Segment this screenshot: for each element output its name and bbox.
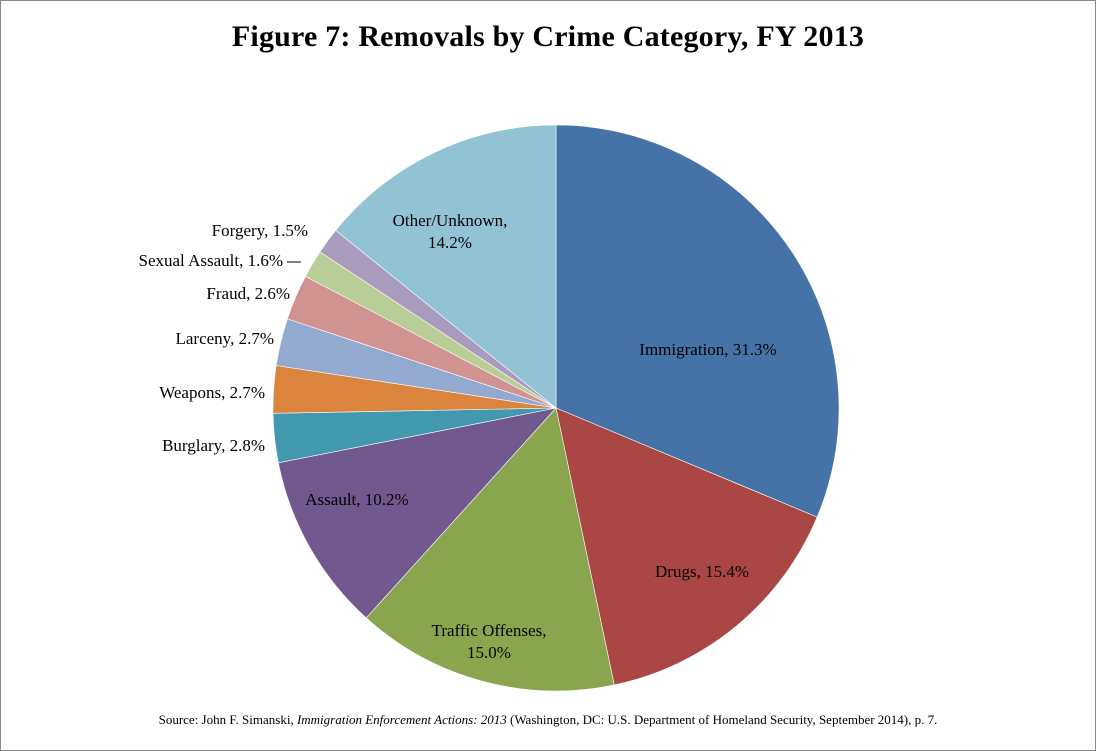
- chart-title: Figure 7: Removals by Crime Category, FY…: [231, 20, 865, 53]
- pie-slice-drugs: [555, 407, 818, 686]
- data-label-assault: Assault, 10.2%: [305, 490, 408, 509]
- source-prefix: Source: John F. Simanski,: [158, 712, 294, 727]
- data-label-sexual-assault: Sexual Assault, 1.6%: [139, 251, 284, 270]
- pie-slice-traffic-offenses: [365, 407, 615, 692]
- data-label-drugs: Drugs, 15.4%: [655, 562, 749, 581]
- pie-slice-immigration: [555, 124, 840, 518]
- pie-slice-other-unknown: [335, 124, 557, 409]
- data-label-weapons: Weapons, 2.7%: [159, 383, 265, 402]
- data-label-forgery: Forgery, 1.5%: [212, 221, 308, 240]
- data-label-traffic-offenses: Traffic Offenses, 15.0%: [432, 621, 547, 662]
- data-label-burglary: Burglary, 2.8%: [162, 436, 265, 455]
- data-label-immigration: Immigration, 31.3%: [639, 340, 776, 359]
- source-suffix: (Washington, DC: U.S. Department of Home…: [509, 712, 938, 727]
- data-label-other-unknown: Other/Unknown, 14.2%: [393, 211, 508, 252]
- source-title: Immigration Enforcement Actions: 2013: [296, 712, 507, 727]
- data-label-fraud: Fraud, 2.6%: [206, 284, 290, 303]
- pie-slice-assault: [277, 407, 557, 619]
- source-note: Source: John F. Simanski, Immigration En…: [0, 712, 1096, 728]
- data-label-larceny: Larceny, 2.7%: [176, 329, 275, 348]
